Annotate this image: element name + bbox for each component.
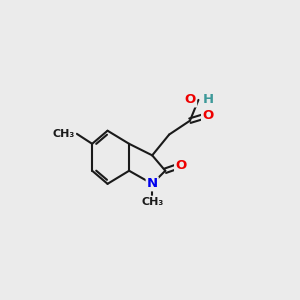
Text: O: O <box>202 109 213 122</box>
Text: CH₃: CH₃ <box>53 129 75 139</box>
Text: O: O <box>185 93 196 106</box>
Text: O: O <box>175 159 186 172</box>
Text: N: N <box>147 177 158 190</box>
Text: H: H <box>202 93 213 106</box>
Text: CH₃: CH₃ <box>141 196 163 206</box>
